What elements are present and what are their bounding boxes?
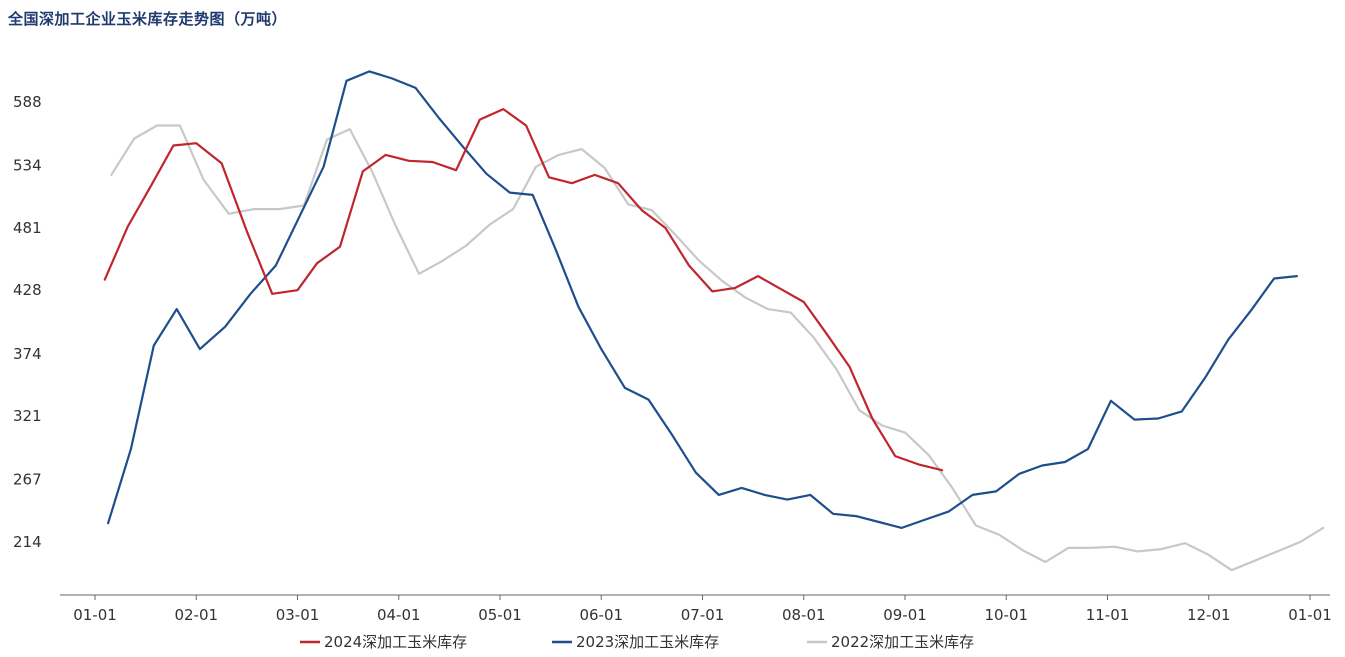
x-tick-label: 09-01 <box>883 606 927 624</box>
x-tick-label: 12-01 <box>1187 606 1231 624</box>
series-line-3 <box>110 124 1325 572</box>
series-group <box>103 70 1325 572</box>
y-tick-label: 374 <box>13 345 42 363</box>
series-line-2 <box>106 70 1299 530</box>
y-tick-label: 267 <box>13 471 42 489</box>
x-tick-label: 06-01 <box>579 606 623 624</box>
x-tick-label: 07-01 <box>681 606 725 624</box>
x-tick-label: 01-01 <box>73 606 117 624</box>
x-tick-label: 01-01 <box>1288 606 1332 624</box>
y-tick-label: 214 <box>13 533 42 551</box>
y-tick-label: 321 <box>13 407 42 425</box>
x-tick-label: 02-01 <box>174 606 218 624</box>
chart-title: 全国深加工企业玉米库存走势图（万吨） <box>8 10 288 28</box>
y-tick-label: 588 <box>13 93 42 111</box>
axes: 01-01 02-01 03-01 04-01 05-01 06-01 07-01 08-01… <box>13 93 1332 624</box>
x-tick-label: 10-01 <box>984 606 1028 624</box>
y-tick-label: 481 <box>13 219 42 237</box>
legend-label: 2024深加工玉米库存 <box>324 633 467 651</box>
legend-label: 2023深加工玉米库存 <box>576 633 719 651</box>
series-line-1 <box>103 107 944 472</box>
y-tick-label: 534 <box>13 157 42 175</box>
x-tick-label: 11-01 <box>1086 606 1130 624</box>
x-tick-label: 05-01 <box>478 606 522 624</box>
legend: 2024深加工玉米库存 2023深加工玉米库存 2022深加工玉米库存 <box>300 633 974 651</box>
x-tick-label: 04-01 <box>377 606 421 624</box>
legend-label: 2022深加工玉米库存 <box>831 633 974 651</box>
x-tick-label: 03-01 <box>276 606 320 624</box>
y-tick-label: 428 <box>13 281 42 299</box>
x-tick-label: 08-01 <box>782 606 826 624</box>
